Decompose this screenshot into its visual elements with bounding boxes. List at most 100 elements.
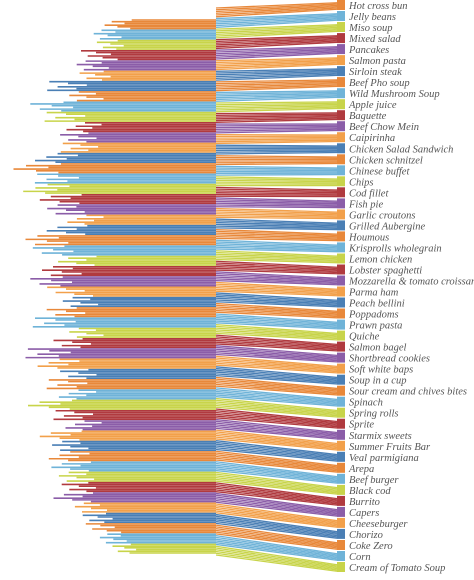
category-label: Grilled Aubergine <box>349 221 425 232</box>
category-label: Wild Mushroom Soup <box>349 89 440 100</box>
category-label: Sour cream and chives bites <box>349 387 467 398</box>
connector-line <box>216 138 337 139</box>
label-swatch <box>337 397 345 407</box>
label-swatch <box>337 551 345 561</box>
label-swatch <box>337 110 345 120</box>
label-swatch <box>337 386 345 396</box>
label-swatch <box>337 165 345 175</box>
label-swatch <box>337 66 345 76</box>
label-swatch <box>337 33 345 43</box>
category-label: Soup in a cup <box>349 376 406 387</box>
label-swatch <box>337 342 345 352</box>
label-swatch <box>337 276 345 286</box>
category-label: Capers <box>349 508 379 519</box>
label-swatch <box>337 320 345 330</box>
label-swatch <box>337 187 345 197</box>
connector-line <box>216 194 337 195</box>
label-swatch <box>337 55 345 65</box>
label-swatch <box>337 220 345 230</box>
category-label: Sirloin steak <box>349 67 402 78</box>
label-swatch <box>337 11 345 21</box>
category-label: Mozzarella & tomato croissant <box>348 276 474 287</box>
label-swatch <box>337 408 345 418</box>
label-swatch <box>337 99 345 109</box>
category-label: Spinach <box>349 398 383 409</box>
label-swatch <box>337 88 345 98</box>
category-label: Burrito <box>349 497 380 508</box>
category-label: Beef Chow Mein <box>349 122 419 133</box>
label-swatch <box>337 154 345 164</box>
category-label: Salmon bagel <box>349 343 407 354</box>
connector-lines <box>216 3 337 572</box>
connector-line <box>216 125 337 126</box>
label-swatch <box>337 485 345 495</box>
label-swatch <box>337 22 345 32</box>
category-label: Salmon pasta <box>349 56 406 67</box>
category-label: Lobster spaghetti <box>348 265 422 276</box>
category-label: Spring rolls <box>349 409 399 420</box>
category-label: Cod fillet <box>349 188 389 199</box>
category-label: Chinese buffet <box>349 166 410 177</box>
category-label: Quiche <box>349 332 380 343</box>
category-label: Chicken Salad Sandwich <box>349 144 453 155</box>
label-swatch <box>337 463 345 473</box>
category-label: Chips <box>349 177 374 188</box>
category-label: Shortbread cookies <box>349 354 430 365</box>
connector-line <box>216 150 337 151</box>
label-swatch <box>337 430 345 440</box>
category-label: Poppadoms <box>348 310 399 321</box>
label-swatch <box>337 198 345 208</box>
label-swatch <box>337 419 345 429</box>
connector-line <box>216 170 337 171</box>
label-swatch <box>337 287 345 297</box>
connector-line <box>216 164 337 165</box>
category-label: Lemon chicken <box>348 254 412 265</box>
category-label: Miso soup <box>348 23 392 34</box>
label-swatch <box>337 507 345 517</box>
category-label: Krisprolls wholegrain <box>348 243 442 254</box>
category-label: Soft white baps <box>349 365 413 376</box>
label-swatch <box>337 375 345 385</box>
label-swatch <box>337 364 345 374</box>
label-swatch <box>337 231 345 241</box>
label-swatch <box>337 265 345 275</box>
label-swatch <box>337 242 345 252</box>
label-swatch <box>337 132 345 142</box>
category-label: Black cod <box>349 486 391 497</box>
label-swatch <box>337 540 345 550</box>
category-label: Pancakes <box>348 45 389 56</box>
connector-line <box>216 158 337 159</box>
label-swatch <box>337 331 345 341</box>
label-swatch <box>337 452 345 462</box>
connector-line <box>216 207 337 208</box>
category-label: Baguette <box>349 111 387 122</box>
category-label: Chorizo <box>349 530 383 541</box>
label-swatch <box>337 529 345 539</box>
connector-line <box>216 151 337 152</box>
label-swatch <box>337 209 345 219</box>
category-label: Houmous <box>348 232 389 243</box>
category-label: Parma ham <box>348 288 399 299</box>
category-label: Sprite <box>349 420 374 431</box>
label-swatch <box>337 562 345 572</box>
label-swatch <box>337 121 345 131</box>
category-label: Arepa <box>348 464 374 475</box>
category-label: Chicken schnitzel <box>349 155 423 166</box>
category-label: Cheeseburger <box>349 519 408 530</box>
label-swatch <box>337 143 345 153</box>
label-swatch <box>337 77 345 87</box>
category-label: Mixed salad <box>348 34 401 45</box>
label-swatch <box>337 474 345 484</box>
connector-line <box>216 145 337 146</box>
category-label: Cream of Tomato Soup <box>349 563 445 574</box>
category-label: Beef burger <box>349 475 399 486</box>
label-swatch <box>337 44 345 54</box>
label-swatch <box>337 176 345 186</box>
category-label: Prawn pasta <box>348 321 402 332</box>
bars <box>14 20 217 553</box>
category-label: Summer Fruits Bar <box>349 442 431 453</box>
category-label: Jelly beans <box>349 12 396 23</box>
